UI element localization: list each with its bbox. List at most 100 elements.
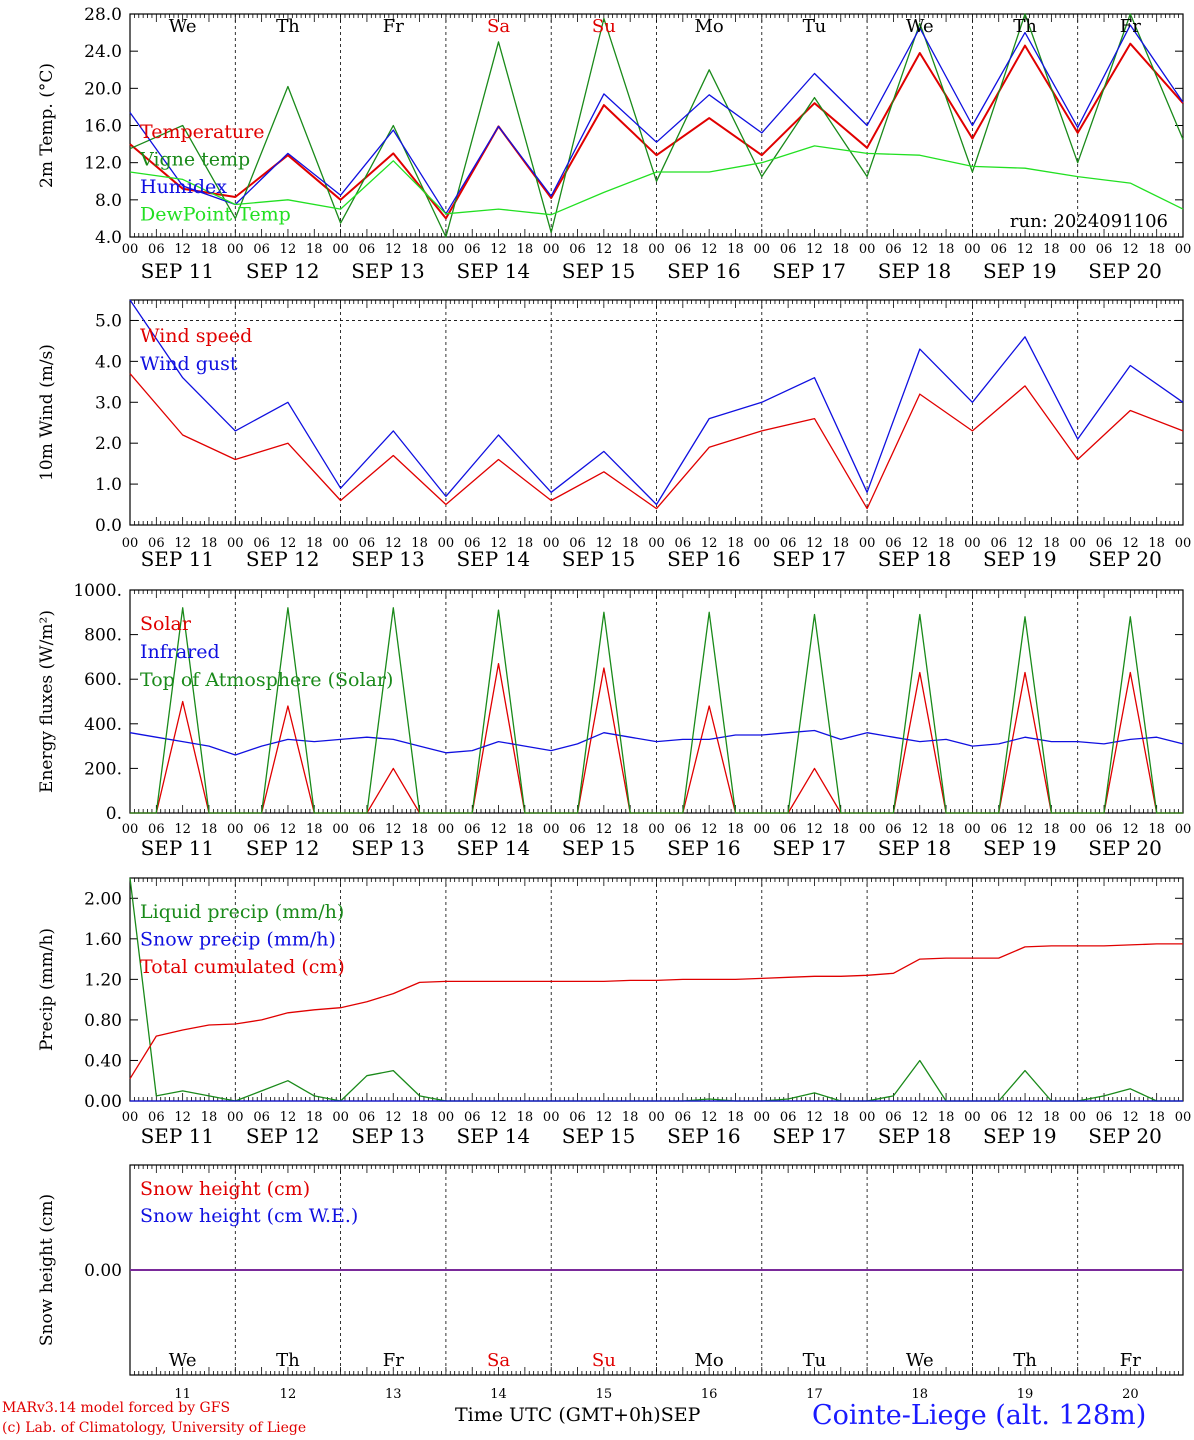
hour-label: 06 [253, 822, 270, 837]
y-tick-label: 800. [84, 626, 122, 646]
hour-label: 18 [517, 822, 534, 837]
hour-label: 00 [754, 536, 771, 551]
date-label: SEP 20 [1088, 259, 1162, 283]
hour-label: 06 [464, 822, 481, 837]
hour-label: 18 [1043, 536, 1060, 551]
hour-label: 00 [332, 242, 349, 257]
hour-label: 00 [332, 1110, 349, 1125]
hour-label: 12 [911, 536, 928, 551]
date-label: SEP 18 [878, 1124, 952, 1148]
y-tick-label: 1.0 [95, 475, 122, 495]
date-label: SEP 20 [1088, 547, 1162, 571]
hour-label: 18 [622, 536, 639, 551]
hour-label: 00 [754, 242, 771, 257]
hour-label: 12 [1122, 822, 1139, 837]
day-of-week-label: Tu [803, 1350, 827, 1371]
hour-label: 18 [938, 822, 955, 837]
hour-label: 12 [280, 242, 297, 257]
hour-label: 06 [569, 822, 586, 837]
series-line [130, 607, 1183, 814]
hour-label: 12 [806, 1110, 823, 1125]
hour-label: 18 [833, 822, 850, 837]
hour-label: 00 [122, 822, 139, 837]
month-label: SEP [660, 1404, 701, 1426]
hour-label: 00 [1175, 242, 1192, 257]
hour-label: 06 [990, 822, 1007, 837]
hour-label: 00 [227, 242, 244, 257]
hour-label: 12 [1017, 242, 1034, 257]
hour-label: 06 [464, 242, 481, 257]
hour-label: 18 [411, 242, 428, 257]
date-label: SEP 18 [878, 836, 952, 860]
hour-label: 12 [806, 536, 823, 551]
hour-label: 18 [201, 242, 218, 257]
hour-label: 06 [464, 1110, 481, 1125]
date-number-label: 20 [1122, 1387, 1139, 1402]
hour-label: 18 [201, 1110, 218, 1125]
series-line [129, 42, 1184, 220]
hour-label: 00 [648, 822, 665, 837]
hour-label: 18 [1148, 536, 1165, 551]
hour-label: 00 [543, 536, 560, 551]
date-label: SEP 12 [246, 547, 320, 571]
hour-label: 18 [517, 242, 534, 257]
hour-label: 00 [1175, 536, 1192, 551]
y-tick-label: 4.0 [95, 228, 122, 248]
date-number-label: 11 [174, 1387, 191, 1402]
hour-label: 06 [675, 822, 692, 837]
hour-label: 06 [253, 536, 270, 551]
hour-label: 12 [490, 242, 507, 257]
hour-label: 12 [1017, 1110, 1034, 1125]
hour-label: 18 [1043, 1110, 1060, 1125]
date-label: SEP 19 [983, 547, 1057, 571]
y-tick-label: 200. [84, 759, 122, 779]
hour-label: 12 [385, 242, 402, 257]
y-tick-label: 2.0 [95, 434, 122, 454]
hour-label: 06 [885, 822, 902, 837]
hour-label: 18 [1148, 1110, 1165, 1125]
date-label: SEP 11 [141, 1124, 215, 1148]
hour-label: 06 [675, 536, 692, 551]
model-credit: MARv3.14 model forced by GFS [2, 1400, 231, 1416]
hour-label: 00 [227, 536, 244, 551]
hour-label: 18 [411, 822, 428, 837]
hour-label: 12 [911, 242, 928, 257]
day-of-week-label: Th [1013, 16, 1037, 37]
date-label: SEP 11 [141, 547, 215, 571]
hour-label: 06 [569, 536, 586, 551]
y-tick-label: 28.0 [84, 5, 122, 25]
y-tick-label: 20.0 [84, 79, 122, 99]
date-label: SEP 17 [772, 259, 846, 283]
hour-label: 00 [122, 242, 139, 257]
y-tick-label: 5.0 [95, 311, 122, 331]
hour-label: 06 [464, 536, 481, 551]
day-of-week-label: Mo [695, 1350, 724, 1371]
legend-entry: Snow precip (mm/h) [140, 929, 336, 951]
date-label: SEP 20 [1088, 836, 1162, 860]
hour-label: 00 [227, 822, 244, 837]
hour-label: 06 [780, 536, 797, 551]
date-label: SEP 20 [1088, 1124, 1162, 1148]
hour-label: 12 [174, 822, 191, 837]
hour-label: 06 [1096, 536, 1113, 551]
run-annotation: run: 2024091106 [1010, 211, 1168, 232]
date-label: SEP 18 [878, 259, 952, 283]
y-axis-title: 2m Temp. (°C) [37, 63, 57, 188]
date-label: SEP 15 [562, 1124, 636, 1148]
hour-label: 00 [438, 536, 455, 551]
hour-label: 18 [727, 536, 744, 551]
hour-label: 06 [780, 1110, 797, 1125]
date-number-label: 19 [1017, 1387, 1034, 1402]
hour-label: 06 [675, 242, 692, 257]
hour-label: 00 [859, 1110, 876, 1125]
hour-label: 06 [253, 242, 270, 257]
hour-label: 06 [359, 1110, 376, 1125]
y-tick-label: 8.0 [95, 191, 122, 211]
day-of-week-label: Mo [695, 16, 724, 37]
hour-label: 12 [490, 536, 507, 551]
hour-label: 00 [438, 822, 455, 837]
date-label: SEP 16 [667, 836, 741, 860]
hour-label: 12 [1017, 822, 1034, 837]
hour-label: 12 [1122, 1110, 1139, 1125]
